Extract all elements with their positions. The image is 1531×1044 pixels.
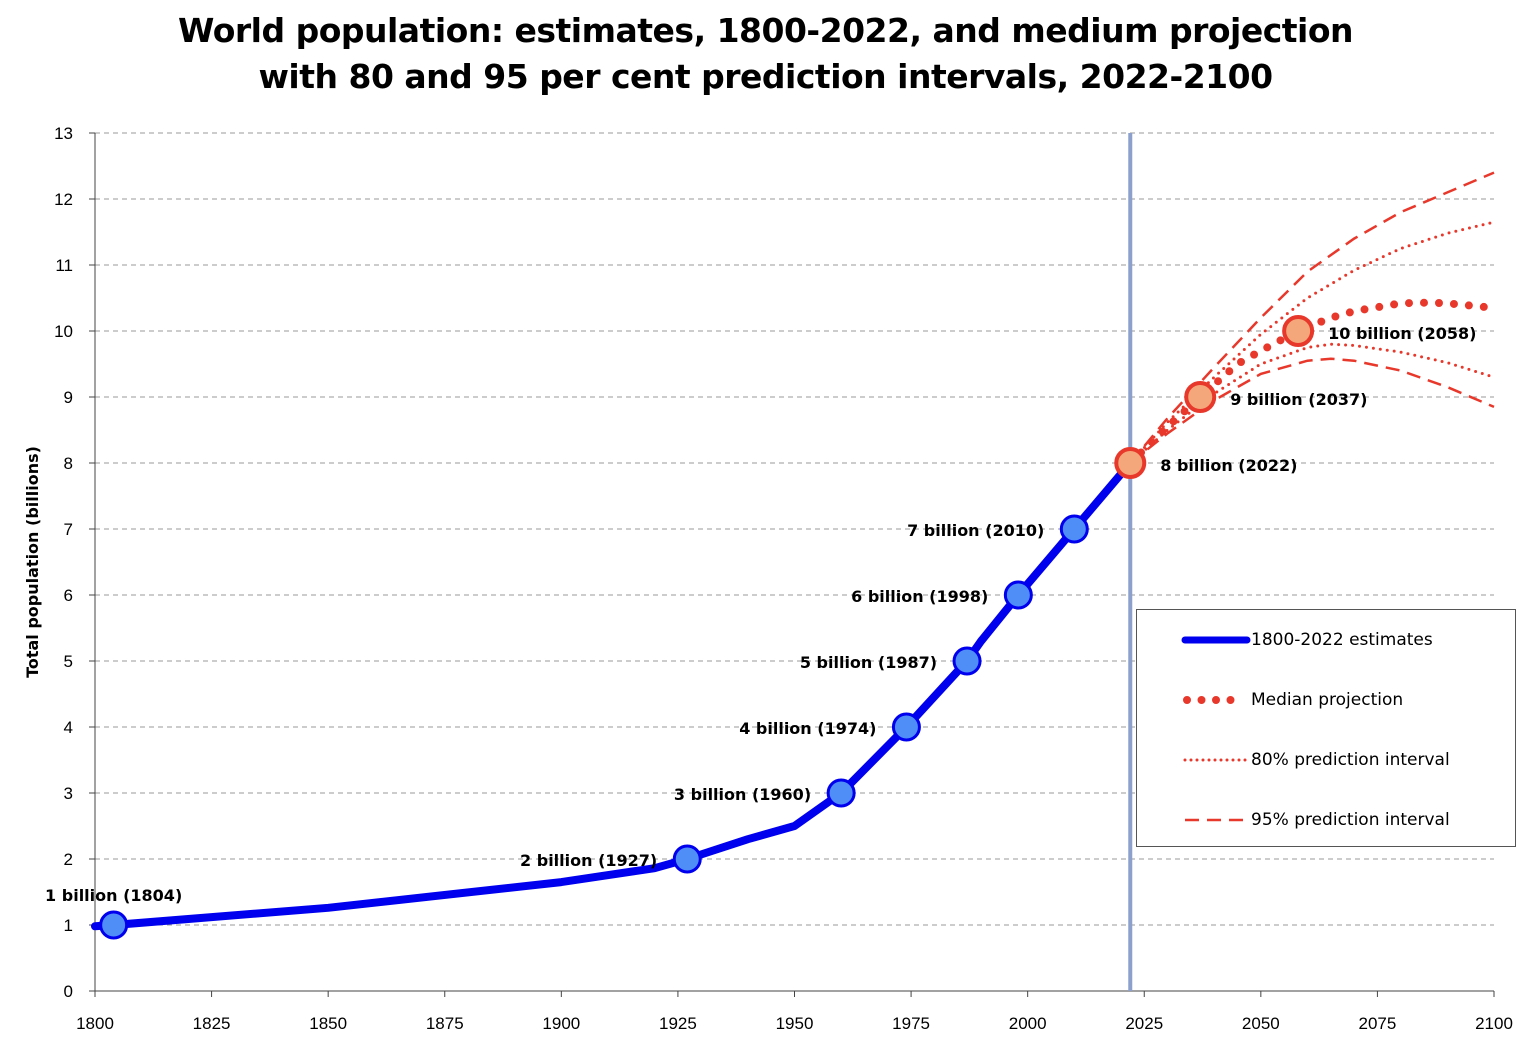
milestone-marker-1927: [672, 844, 702, 874]
milestone-marker-2037: [1184, 381, 1217, 413]
y-tick-label: 7: [64, 520, 73, 539]
x-tick-label: 1800: [76, 1014, 114, 1033]
y-tick-label: 13: [54, 124, 73, 143]
milestone-label-1998: 6 billion (1998): [851, 587, 988, 606]
milestone-marker-1998: [1003, 580, 1033, 610]
legend-swatch-95: [1185, 818, 1247, 822]
chart-title-line-1: World population: estimates, 1800-2022, …: [177, 11, 1354, 50]
y-tick-label: 2: [64, 850, 73, 869]
milestone-label-2037: 9 billion (2037): [1230, 390, 1367, 409]
milestone-marker-1974: [891, 712, 921, 742]
legend-label-95: 95% prediction interval: [1251, 810, 1450, 830]
milestone-labels: 1 billion (1804) 2 billion (1927) 3 billio…: [45, 324, 1476, 905]
milestone-label-1804: 1 billion (1804): [45, 886, 182, 905]
milestone-marker-1987: [952, 646, 982, 676]
x-tick-label: 1900: [542, 1014, 580, 1033]
legend-label-median: Median projection: [1251, 690, 1404, 710]
milestone-markers: [99, 315, 1315, 940]
y-tick-label: 0: [64, 982, 73, 1001]
y-tick-label: 1: [64, 916, 73, 935]
milestone-marker-1804: [99, 910, 129, 940]
y-tick-label: 3: [64, 784, 73, 803]
x-tick-label: 1825: [193, 1014, 231, 1033]
x-tick-label: 1875: [426, 1014, 464, 1033]
milestone-label-2058: 10 billion (2058): [1328, 324, 1476, 343]
legend: 1800-2022 estimates Median projection 80…: [1136, 609, 1516, 847]
legend-label-80: 80% prediction interval: [1251, 750, 1450, 770]
grid-lines: [95, 132, 1494, 926]
x-tick-label: 1925: [659, 1014, 697, 1033]
milestone-label-1974: 4 billion (1974): [739, 719, 876, 738]
y-tick-label: 4: [64, 718, 73, 737]
legend-item-median: Median projection: [1137, 686, 1517, 716]
y-tick-label: 6: [64, 586, 73, 605]
milestone-label-1960: 3 billion (1960): [674, 785, 811, 804]
milestone-marker-1960: [826, 778, 856, 808]
milestone-marker-2022: [1114, 447, 1147, 479]
x-tick-label: 1850: [309, 1014, 347, 1033]
legend-swatch-80: [1183, 758, 1249, 762]
milestone-label-2010: 7 billion (2010): [907, 521, 1044, 540]
chart-title-line-2: with 80 and 95 per cent prediction inter…: [258, 57, 1273, 96]
series-line-95-upper: [1129, 171, 1495, 464]
y-tick-label: 5: [64, 652, 73, 671]
x-tick-label: 2050: [1242, 1014, 1280, 1033]
x-tick-label: 2100: [1475, 1014, 1513, 1033]
legend-swatch-estimates: [1181, 636, 1251, 644]
y-axis-title: Total population (billions): [23, 446, 42, 678]
legend-swatch-median: [1183, 696, 1249, 704]
x-tick-label: 2000: [1009, 1014, 1047, 1033]
y-tick-label: 11: [55, 256, 73, 275]
chart-title: World population: estimates, 1800-2022, …: [0, 8, 1531, 100]
legend-item-80: 80% prediction interval: [1137, 746, 1517, 776]
y-tick-label: 8: [64, 454, 73, 473]
legend-label-estimates: 1800-2022 estimates: [1251, 630, 1433, 650]
series-line-95-lower: [1129, 357, 1495, 464]
series-line-estimates: [91, 459, 1135, 931]
x-tick-label: 2025: [1125, 1014, 1163, 1033]
series-line-80-upper: [1128, 220, 1496, 465]
legend-item-estimates: 1800-2022 estimates: [1137, 626, 1517, 656]
x-tick-label: 1950: [776, 1014, 814, 1033]
series-line-80-lower: [1128, 342, 1496, 465]
y-tick-label: 10: [54, 322, 73, 341]
x-tick-label: 2075: [1359, 1014, 1397, 1033]
milestone-label-1927: 2 billion (1927): [520, 851, 657, 870]
y-tick-label: 9: [64, 388, 73, 407]
milestone-marker-2058: [1282, 315, 1315, 347]
y-tick-label: 12: [54, 190, 73, 209]
x-tick-label: 1975: [892, 1014, 930, 1033]
legend-item-95: 95% prediction interval: [1137, 806, 1517, 836]
milestone-label-2022: 8 billion (2022): [1160, 456, 1297, 475]
milestone-marker-2010: [1059, 514, 1089, 544]
milestone-label-1987: 5 billion (1987): [800, 653, 937, 672]
